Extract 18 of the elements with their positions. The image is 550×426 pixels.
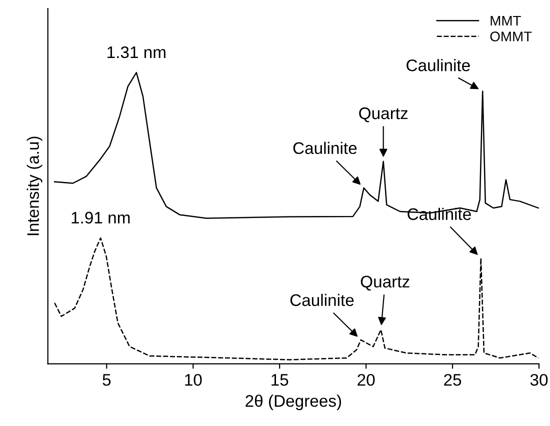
x-tick-label: 10 [185,374,202,386]
x-tick-label: 20 [358,374,375,386]
x-tick-label: 30 [530,374,548,386]
annotation: Caulinite [290,294,354,306]
annotation: Quartz [359,107,408,122]
legend-label: OMMT [490,32,532,42]
x-axis-title: 2θ (Degrees) [246,394,342,410]
x-tick-label: 25 [444,374,462,386]
x-tick-label: 5 [102,374,111,386]
annotation: Caulinite [406,59,470,72]
annotation: 1.91 nm [72,212,130,224]
x-tick-label: 15 [272,374,288,386]
annotation: 1.31 nm [108,46,166,58]
annotation: Quartz [360,276,410,291]
legend-label: MMT [490,16,521,26]
annotation: Caulinite [408,208,471,220]
annotation: Caulinite [293,142,357,154]
y-axis-title: Intensity (a.u) [26,136,42,236]
